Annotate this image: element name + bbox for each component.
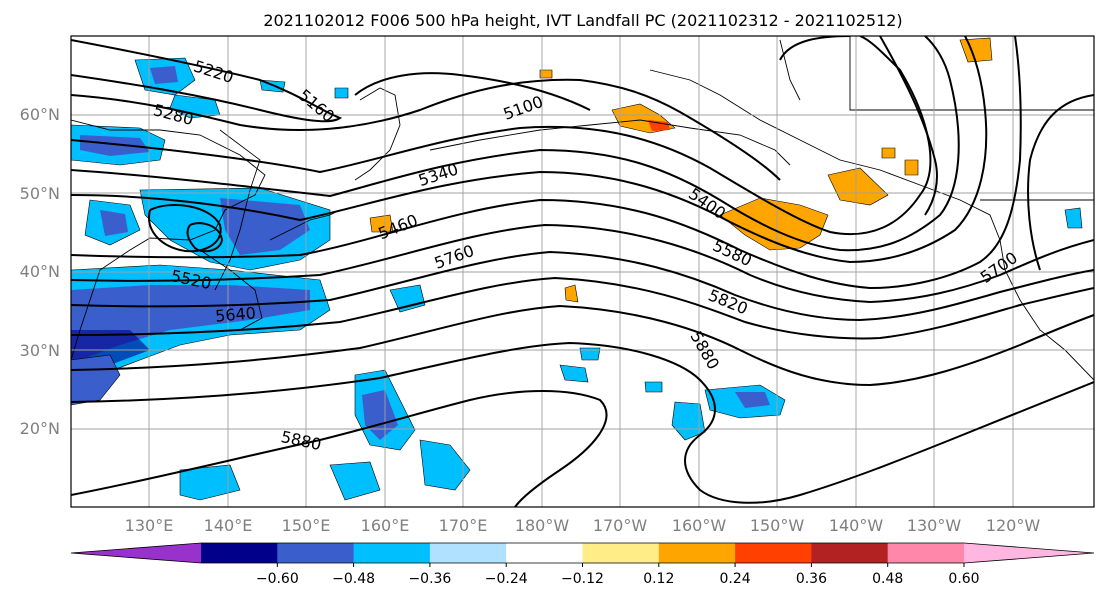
- longitude-labels: 130°E 140°E 150°E 160°E 170°E 180°W 170°…: [125, 516, 1041, 535]
- colorbar-segment: [506, 543, 583, 563]
- colorbar-tick-label: 0.36: [796, 571, 827, 587]
- lon-label: 160°W: [672, 516, 727, 535]
- colorbar-tick-label: 0.12: [643, 571, 674, 587]
- colorbar-tick-label: −0.24: [485, 571, 528, 587]
- colorbar-tick-label: −0.48: [332, 571, 375, 587]
- lon-label: 140°E: [204, 516, 253, 535]
- map-title: 2021102012 F006 500 hPa height, IVT Land…: [263, 11, 902, 30]
- map-panel: 5220 5160 5280 5100 5340 5460 5520 5640 …: [71, 36, 1094, 507]
- colorbar-tick-label: −0.12: [561, 571, 604, 587]
- lat-label: 60°N: [20, 105, 60, 124]
- lon-label: 150°W: [750, 516, 805, 535]
- colorbar-segment: [887, 543, 965, 563]
- lon-label: 140°W: [829, 516, 884, 535]
- colorbar-segment: [201, 543, 278, 563]
- colorbar-segment: [429, 543, 507, 563]
- lon-label: 180°W: [515, 516, 570, 535]
- lon-label: 160°E: [361, 516, 410, 535]
- colorbar-tick-label: 0.60: [948, 571, 979, 587]
- lat-label: 40°N: [20, 262, 60, 281]
- colorbar-extend-low: [71, 543, 201, 563]
- lat-label: 30°N: [20, 341, 60, 360]
- map-border: [70, 35, 1095, 508]
- colorbar-tick-label: −0.36: [408, 571, 451, 587]
- contour-label: 5640: [214, 303, 256, 325]
- lon-label: 170°W: [593, 516, 648, 535]
- lat-label: 50°N: [20, 184, 60, 203]
- lon-label: 120°W: [986, 516, 1041, 535]
- latitude-labels: 20°N 30°N 40°N 50°N 60°N: [20, 105, 60, 438]
- colorbar-segment: [811, 543, 889, 563]
- colorbar-segment: [353, 543, 431, 563]
- colorbar-tick-label: −0.60: [256, 571, 299, 587]
- colorbar-segment: [582, 543, 660, 563]
- height-contours: [71, 36, 1094, 507]
- lat-label: 20°N: [20, 419, 60, 438]
- colorbar-segment: [277, 543, 355, 563]
- lon-label: 170°E: [439, 516, 488, 535]
- lon-label: 130°W: [907, 516, 962, 535]
- colorbar-tick-label: 0.24: [720, 571, 751, 587]
- colorbar-tick-label: 0.48: [872, 571, 903, 587]
- lon-label: 130°E: [125, 516, 174, 535]
- lon-label: 150°E: [282, 516, 331, 535]
- colorbar-extend-high: [964, 543, 1094, 563]
- ivt-positive-shading: [369, 37, 993, 303]
- colorbar: −0.60 −0.48 −0.36 −0.24 −0.12 0.12 0.24 0.36 0.4…: [70, 542, 1095, 587]
- colorbar-segment: [658, 543, 736, 563]
- gridlines: [71, 36, 1094, 507]
- colorbar-outline: [70, 542, 1095, 564]
- colorbar-segment: [735, 543, 812, 563]
- coastlines: [71, 36, 1094, 381]
